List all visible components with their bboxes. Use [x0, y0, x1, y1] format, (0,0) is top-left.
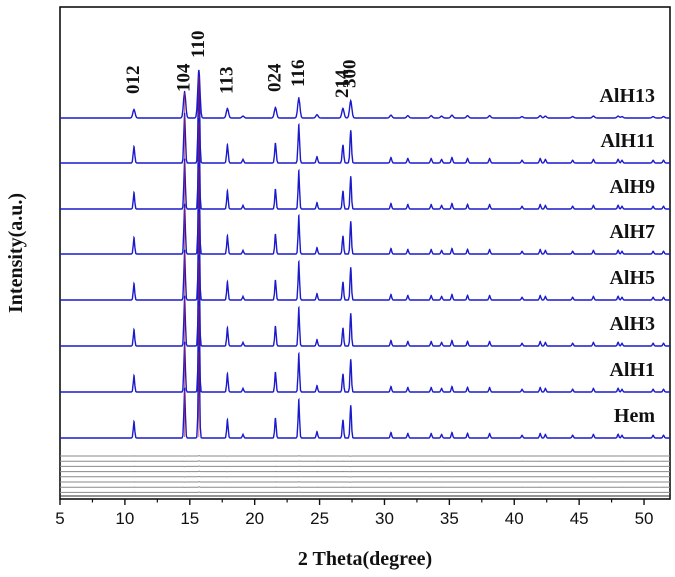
- residual-line: [60, 481, 670, 483]
- residual-line: [60, 475, 670, 478]
- series-label: AlH5: [609, 267, 655, 289]
- series-alh11: AlH11: [60, 71, 670, 164]
- residual-line: [60, 460, 670, 462]
- series-alh1: AlH1: [60, 300, 670, 393]
- peak-label: 024: [264, 63, 285, 92]
- x-axis-title: 2 Theta(degree): [298, 548, 432, 570]
- series-label: AlH1: [609, 359, 655, 381]
- residual-layer: [60, 455, 670, 497]
- peak-label: 110: [188, 31, 209, 58]
- x-tick-label: 25: [310, 509, 329, 528]
- pattern-line: [60, 208, 670, 301]
- pattern-line: [60, 69, 670, 119]
- pattern-line: [60, 346, 670, 439]
- pattern-line: [60, 254, 670, 347]
- series-hem: Hem: [60, 346, 670, 439]
- series-layer: AlH13 AlH11 AlH9 AlH7 AlH5 AlH3 AlH1 Hem: [60, 69, 670, 439]
- series-label: AlH11: [601, 130, 655, 152]
- y-axis-title: Intensity(a.u.): [5, 193, 27, 313]
- x-tick-label: 30: [375, 509, 394, 528]
- residual-line: [60, 465, 670, 468]
- peak-label: 116: [288, 60, 309, 87]
- x-tick-label: 5: [55, 509, 64, 528]
- residual-line: [60, 491, 670, 494]
- pattern-line: [60, 117, 670, 210]
- series-label: AlH7: [609, 221, 655, 243]
- peak-label: 300: [340, 60, 361, 89]
- peak-label: 012: [123, 66, 144, 95]
- series-label: AlH9: [609, 176, 655, 198]
- plot-frame: [59, 6, 671, 500]
- series-alh7: AlH7: [60, 162, 670, 255]
- residual-line: [60, 455, 670, 457]
- residual-line: [60, 486, 670, 488]
- series-alh9: AlH9: [60, 117, 670, 210]
- series-alh13: AlH13: [60, 69, 670, 119]
- series-label: Hem: [614, 405, 655, 427]
- x-tick-label: 40: [505, 509, 524, 528]
- series-label: AlH13: [599, 85, 655, 107]
- pattern-line: [60, 162, 670, 255]
- x-tick-label: 35: [440, 509, 459, 528]
- peak-label: 113: [216, 67, 237, 94]
- x-tick-label: 50: [635, 509, 654, 528]
- residual-line: [60, 470, 670, 473]
- pattern-line: [60, 300, 670, 393]
- x-tick-label: 10: [115, 509, 134, 528]
- x-tick-label: 20: [245, 509, 264, 528]
- pattern-line: [60, 71, 670, 164]
- x-tick-label: 45: [570, 509, 589, 528]
- series-label: AlH3: [609, 313, 655, 335]
- peak-label: 214: [332, 69, 353, 98]
- x-axis-ticks: 5 10 15 20 25 30 35 40 45 50: [55, 499, 654, 528]
- x-tick-label: 15: [180, 509, 199, 528]
- peak-label: 104: [174, 63, 195, 92]
